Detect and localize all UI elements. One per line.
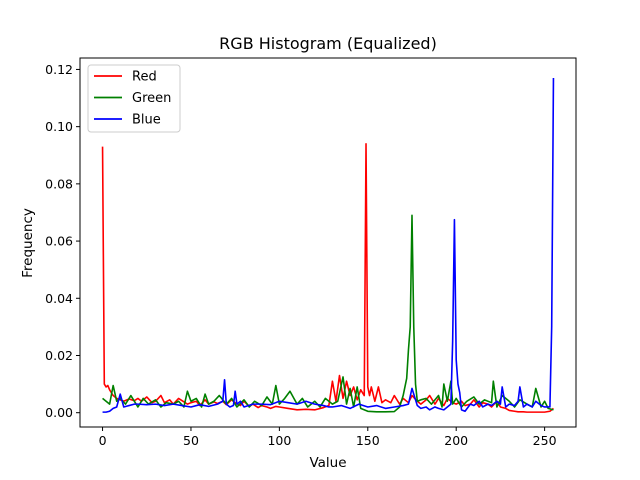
axes-frame (79, 57, 577, 428)
x-axis-label: Value (309, 455, 346, 471)
legend-label-green: Green (132, 91, 171, 106)
x-tick-label: 250 (533, 433, 557, 448)
y-axis-label: Frequency (20, 208, 36, 278)
y-tick-label: 0.00 (45, 405, 73, 420)
x-tick-label: 150 (356, 433, 380, 448)
chart-title: RGB Histogram (Equalized) (219, 34, 437, 53)
y-axis-ticks: 0.00 0.02 0.04 0.06 0.08 0.10 0.12 (45, 62, 80, 420)
plot-area (101, 78, 555, 413)
x-tick-label: 0 (99, 433, 107, 448)
series-line-green (102, 214, 554, 413)
legend: Red Green Blue (87, 64, 181, 133)
y-tick-label: 0.12 (45, 62, 73, 77)
y-tick-label: 0.06 (45, 234, 73, 249)
x-axis-ticks: 0 50 100 150 200 250 (99, 427, 557, 448)
legend-label-red: Red (132, 70, 157, 85)
x-tick-label: 200 (444, 433, 468, 448)
y-tick-label: 0.08 (45, 176, 73, 191)
y-tick-label: 0.10 (45, 119, 73, 134)
series-lines (101, 78, 555, 413)
y-tick-label: 0.02 (45, 348, 73, 363)
series-line-red (101, 143, 554, 413)
x-tick-label: 100 (267, 433, 291, 448)
legend-box (87, 64, 181, 133)
x-tick-label: 50 (183, 433, 199, 448)
legend-label-blue: Blue (132, 113, 161, 128)
series-line-blue (102, 78, 555, 413)
y-tick-label: 0.04 (45, 291, 73, 306)
